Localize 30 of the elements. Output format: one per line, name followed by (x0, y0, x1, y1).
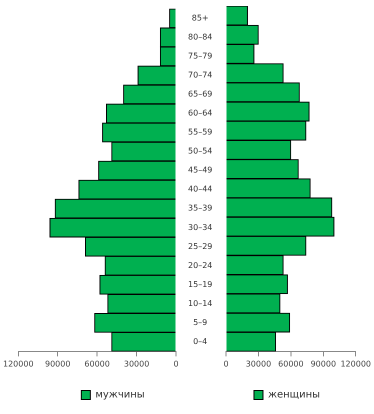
y-tick-label: 50–54 (188, 146, 212, 156)
x-tick-label: 60000 (278, 359, 304, 368)
x-tick-label: 0 (223, 359, 229, 368)
y-tick-label: 55–59 (188, 128, 212, 137)
y-tick-label: 85+ (192, 13, 209, 22)
x-tick-label: 120000 (340, 359, 372, 368)
y-tick-label: 75–79 (188, 51, 212, 60)
y-tick-label: 5–9 (193, 318, 208, 327)
y-tick-label: 70–74 (188, 70, 212, 80)
y-tick-label: 65–69 (188, 90, 212, 99)
y-tick-label: 35–39 (188, 204, 212, 213)
x-tick-label: 30000 (246, 359, 272, 368)
x-tick-label: 120000 (2, 359, 34, 368)
x-tick-label: 30000 (124, 359, 150, 368)
x-tick-label: 60000 (84, 359, 110, 368)
x-tick-label: 90000 (44, 359, 70, 368)
y-tick-label: 25–29 (188, 242, 212, 251)
x-tick-label: 90000 (310, 359, 336, 368)
y-tick-label: 80–84 (188, 32, 212, 42)
y-tick-label: 30–34 (188, 222, 212, 232)
x-tick-label: 0 (173, 359, 179, 368)
y-tick-label: 40–44 (188, 184, 212, 194)
y-tick-label: 10–14 (188, 298, 212, 308)
y-tick-label: 45–49 (188, 166, 212, 175)
y-tick-label: 0–4 (193, 336, 208, 346)
y-tick-label: 15–19 (188, 280, 212, 289)
y-tick-label: 20–24 (188, 260, 212, 270)
legend-label: женщины (268, 390, 320, 401)
legend-label: мужчины (95, 390, 145, 401)
y-tick-label: 60–64 (188, 108, 212, 118)
